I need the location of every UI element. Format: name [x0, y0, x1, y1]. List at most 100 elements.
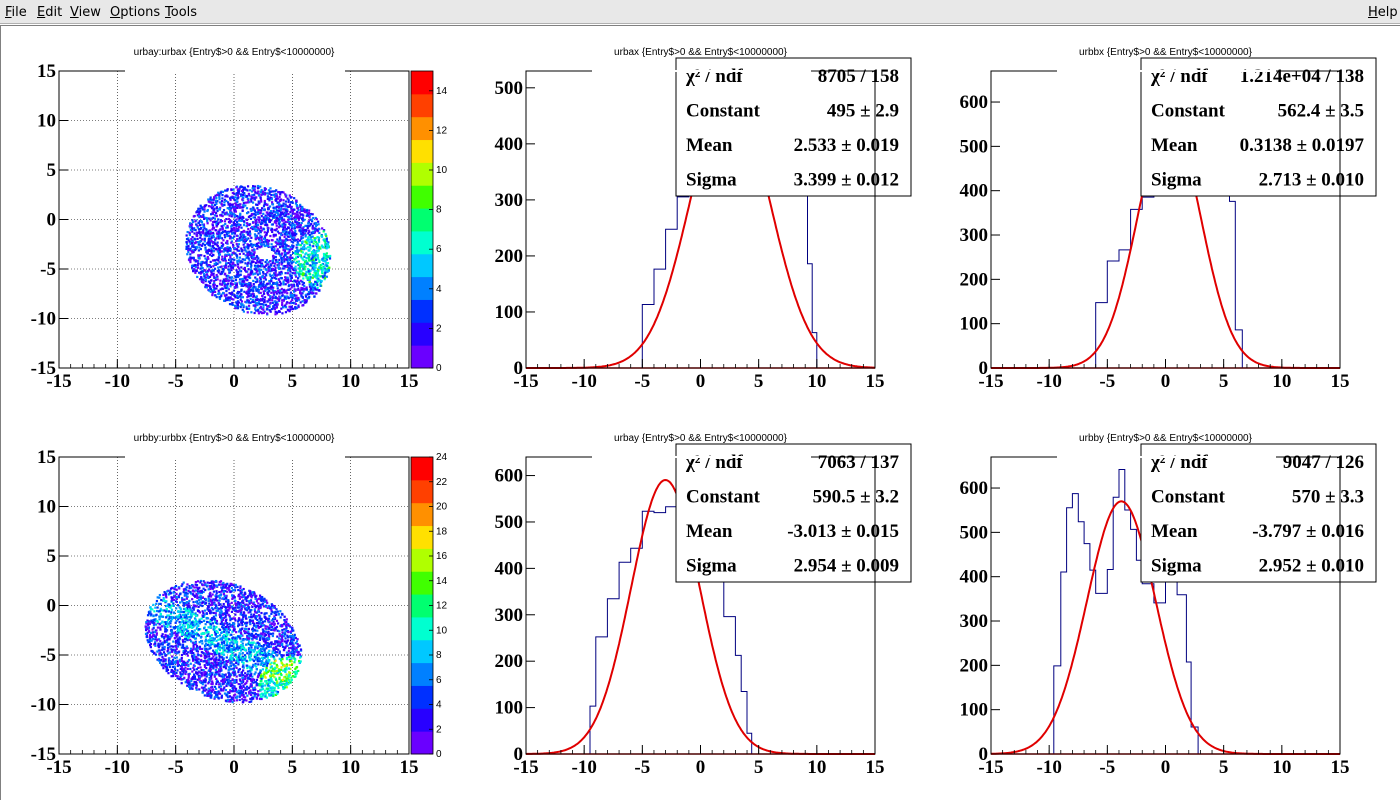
- heatmap-cell: [160, 622, 162, 624]
- heatmap-cell: [216, 210, 218, 212]
- heatmap-cell: [263, 241, 265, 243]
- heatmap-cell: [227, 682, 229, 684]
- heatmap-cell: [197, 267, 199, 269]
- heatmap-cell: [224, 236, 226, 238]
- heatmap-cell: [281, 261, 283, 263]
- heatmap-cell: [264, 620, 266, 622]
- heatmap-cell: [234, 614, 236, 616]
- heatmap-cell: [208, 264, 210, 266]
- heatmap-cell: [261, 303, 263, 305]
- heatmap-cell: [253, 254, 255, 256]
- heatmap-cell: [198, 246, 200, 248]
- heatmap-cell: [275, 234, 277, 236]
- canvas-svg[interactable]: urbay:urbax {Entry$>0 && Entry$<10000000…: [1, 26, 1399, 799]
- heatmap-cell: [261, 215, 263, 217]
- heatmap-cell: [318, 289, 320, 291]
- heatmap-cell: [213, 227, 215, 229]
- x-tick-label: -5: [168, 371, 184, 392]
- heatmap-cell: [306, 289, 308, 291]
- heatmap-cell: [285, 195, 287, 197]
- heatmap-cell: [276, 250, 278, 252]
- heatmap-cell: [311, 291, 313, 293]
- heatmap-cell: [201, 281, 203, 283]
- heatmap-cell: [307, 249, 309, 251]
- heatmap-cell: [264, 193, 266, 195]
- heatmap-cell: [254, 244, 256, 246]
- heatmap-cell: [231, 215, 233, 217]
- heatmap-cell: [284, 254, 286, 256]
- heatmap-cell: [149, 610, 151, 612]
- heatmap-cell: [243, 596, 245, 598]
- heatmap-cell: [240, 299, 242, 301]
- pad-title: urbby:urbbx {Entry$>0 && Entry$<10000000…: [134, 433, 335, 444]
- heatmap-cell: [187, 655, 189, 657]
- menu-help[interactable]: Help: [1368, 5, 1398, 20]
- color-band: [411, 94, 433, 117]
- heatmap-cell: [202, 208, 204, 210]
- menu-edit[interactable]: Edit: [37, 5, 62, 20]
- heatmap-cell: [210, 201, 212, 203]
- heatmap-cell: [194, 264, 196, 266]
- heatmap-cell: [274, 269, 276, 271]
- heatmap-cell: [271, 296, 273, 298]
- heatmap-cell: [231, 258, 233, 260]
- heatmap-cell: [223, 209, 225, 211]
- heatmap-cell: [265, 274, 267, 276]
- heatmap-cell: [256, 600, 258, 602]
- menu-tools[interactable]: Tools: [165, 5, 197, 20]
- menu-options[interactable]: Options: [110, 5, 160, 20]
- heatmap-cell: [239, 213, 241, 215]
- heatmap-cell: [233, 193, 235, 195]
- heatmap-cell: [221, 245, 223, 247]
- heatmap-cell: [276, 225, 278, 227]
- heatmap-cell: [307, 268, 309, 270]
- heatmap-cell: [255, 229, 257, 231]
- heatmap-cell: [242, 231, 244, 233]
- heatmap-cell: [235, 210, 237, 212]
- heatmap-cell: [260, 311, 262, 313]
- heatmap-cell: [189, 253, 191, 255]
- heatmap-cell: [275, 291, 277, 293]
- heatmap-cell: [299, 230, 301, 232]
- heatmap-cell: [220, 288, 222, 290]
- heatmap-cell: [239, 598, 241, 600]
- heatmap-cell: [221, 203, 223, 205]
- heatmap-cell: [219, 237, 221, 239]
- heatmap-cell: [252, 245, 254, 247]
- heatmap-cell: [252, 290, 254, 292]
- heatmap-cell: [295, 250, 297, 252]
- menu-file[interactable]: File: [5, 5, 27, 20]
- heatmap-cell: [234, 307, 236, 309]
- heatmap-cell: [275, 211, 277, 213]
- heatmap-cell: [326, 252, 328, 254]
- menu-view[interactable]: View: [70, 5, 101, 20]
- heatmap-cell: [183, 677, 185, 679]
- heatmap-cell: [313, 264, 315, 266]
- heatmap-cell: [218, 290, 220, 292]
- heatmap-cell: [233, 215, 235, 217]
- heatmap-cell: [243, 253, 245, 255]
- heatmap-cell: [274, 623, 276, 625]
- heatmap-cell: [244, 677, 246, 679]
- heatmap-cell: [262, 668, 264, 670]
- heatmap-cell: [191, 242, 193, 244]
- heatmap-cell: [213, 247, 215, 249]
- heatmap-cell: [289, 229, 291, 231]
- heatmap-cell: [208, 269, 210, 271]
- heatmap-cell: [247, 228, 249, 230]
- heatmap-cell: [220, 584, 222, 586]
- heatmap-cell: [310, 223, 312, 225]
- root-canvas[interactable]: urbay:urbax {Entry$>0 && Entry$<10000000…: [0, 25, 1400, 800]
- x-tick-label: 5: [1219, 371, 1229, 392]
- heatmap-cell: [196, 234, 198, 236]
- heatmap-cell: [230, 266, 232, 268]
- heatmap-cell: [251, 208, 253, 210]
- heatmap-cell: [282, 231, 284, 233]
- heatmap-cell: [301, 241, 303, 243]
- heatmap-cell: [294, 252, 296, 254]
- heatmap-cell: [219, 249, 221, 251]
- heatmap-cell: [283, 243, 285, 245]
- heatmap-cell: [321, 258, 323, 260]
- heatmap-cell: [287, 206, 289, 208]
- heatmap-cell: [246, 695, 248, 697]
